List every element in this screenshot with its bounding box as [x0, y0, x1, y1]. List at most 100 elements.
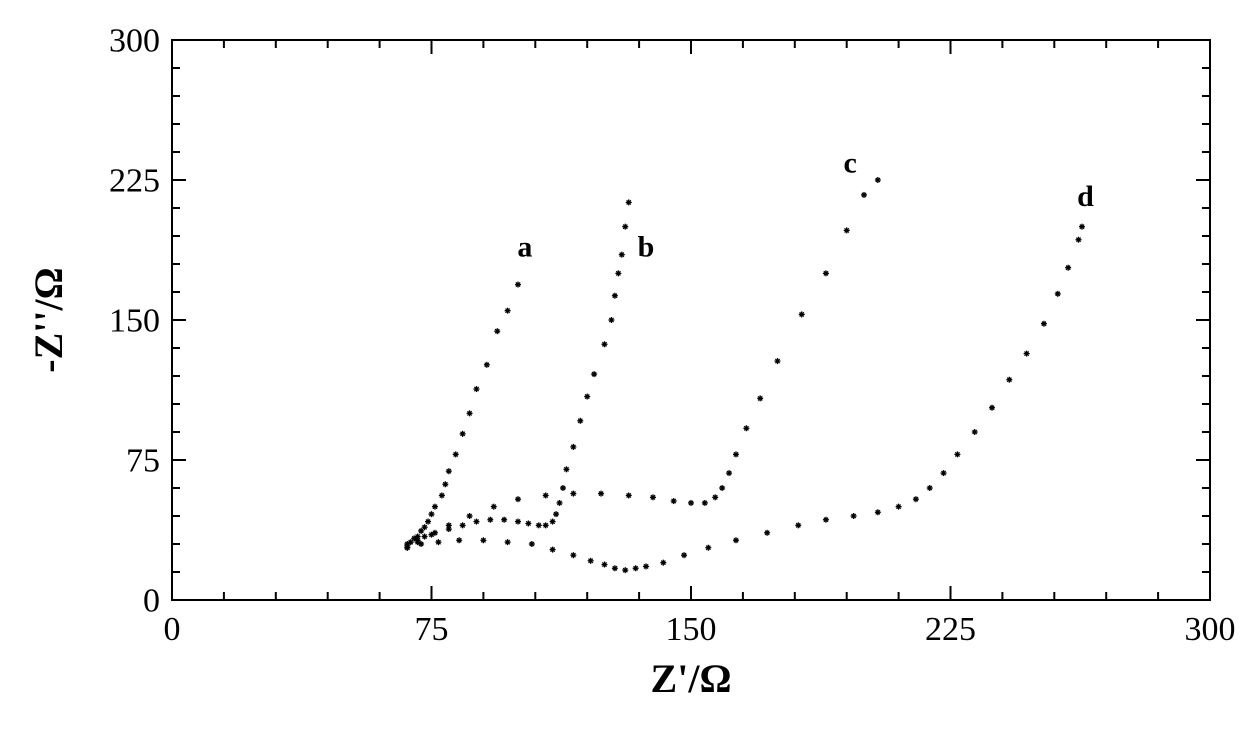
- point-b: [626, 199, 632, 205]
- point-a: [515, 282, 521, 288]
- series-label-b: b: [638, 231, 655, 264]
- point-b: [460, 522, 466, 528]
- point-b: [487, 517, 493, 523]
- point-b: [473, 519, 479, 525]
- point-a: [425, 519, 431, 525]
- point-c: [543, 492, 549, 498]
- point-a: [473, 386, 479, 392]
- point-d: [1041, 321, 1047, 327]
- series-label-d: d: [1077, 180, 1094, 213]
- point-b: [543, 522, 549, 528]
- point-c: [688, 500, 694, 506]
- point-d: [660, 560, 666, 566]
- point-a: [453, 451, 459, 457]
- point-a: [505, 308, 511, 314]
- point-d: [681, 552, 687, 558]
- point-b: [615, 270, 621, 276]
- point-b: [584, 394, 590, 400]
- point-b: [536, 522, 542, 528]
- point-b: [602, 341, 608, 347]
- point-d: [480, 537, 486, 543]
- point-c: [823, 270, 829, 276]
- point-d: [456, 537, 462, 543]
- point-a: [494, 328, 500, 334]
- point-a: [446, 468, 452, 474]
- point-c: [467, 513, 473, 519]
- point-c: [429, 532, 435, 538]
- point-c: [671, 498, 677, 504]
- point-d: [1006, 377, 1012, 383]
- point-b: [608, 317, 614, 323]
- point-c: [515, 496, 521, 502]
- point-c: [757, 395, 763, 401]
- point-b: [550, 519, 556, 525]
- point-c: [726, 470, 732, 476]
- plot-frame: [172, 40, 1210, 600]
- point-b: [577, 418, 583, 424]
- point-b: [591, 371, 597, 377]
- x-tick-label: 150: [666, 611, 717, 648]
- y-tick-label: 225: [109, 162, 160, 199]
- x-tick-label: 300: [1185, 611, 1236, 648]
- point-d: [435, 539, 441, 545]
- x-axis-title: Z'/Ω: [651, 656, 732, 701]
- point-a: [432, 504, 438, 510]
- point-c: [650, 494, 656, 500]
- point-d: [550, 547, 556, 553]
- point-d: [1065, 265, 1071, 271]
- point-c: [626, 492, 632, 498]
- point-d: [529, 541, 535, 547]
- nyquist-plot: 075150225300075150225300Z'/Ω-Z''/Ωabcd: [0, 0, 1240, 753]
- y-tick-label: 75: [126, 442, 160, 479]
- point-d: [896, 504, 902, 510]
- point-a: [439, 492, 445, 498]
- point-b: [619, 252, 625, 258]
- point-d: [1024, 351, 1030, 357]
- point-b: [557, 500, 563, 506]
- point-d: [588, 558, 594, 564]
- point-d: [954, 451, 960, 457]
- point-c: [743, 425, 749, 431]
- point-d: [989, 405, 995, 411]
- series-label-a: a: [517, 231, 532, 264]
- point-d: [643, 563, 649, 569]
- point-d: [622, 567, 628, 573]
- point-d: [913, 496, 919, 502]
- point-b: [622, 224, 628, 230]
- point-b: [515, 519, 521, 525]
- x-tick-label: 225: [925, 611, 976, 648]
- point-a: [460, 431, 466, 437]
- point-d: [705, 545, 711, 551]
- point-d: [612, 565, 618, 571]
- y-tick-label: 0: [143, 582, 160, 619]
- point-a: [467, 410, 473, 416]
- point-c: [861, 192, 867, 198]
- point-c: [446, 522, 452, 528]
- point-d: [823, 517, 829, 523]
- point-a: [429, 511, 435, 517]
- point-d: [404, 545, 410, 551]
- point-d: [972, 429, 978, 435]
- chart-svg: 075150225300075150225300Z'/Ω-Z''/Ωabcd: [0, 0, 1240, 753]
- point-d: [570, 552, 576, 558]
- point-b: [563, 466, 569, 472]
- point-d: [851, 513, 857, 519]
- y-axis-title: -Z''/Ω: [26, 267, 71, 372]
- x-tick-label: 75: [415, 611, 449, 648]
- point-b: [560, 485, 566, 491]
- point-d: [795, 522, 801, 528]
- point-c: [875, 177, 881, 183]
- point-c: [598, 491, 604, 497]
- point-a: [442, 481, 448, 487]
- point-b: [570, 444, 576, 450]
- point-d: [1055, 291, 1061, 297]
- point-d: [764, 530, 770, 536]
- point-d: [1079, 224, 1085, 230]
- point-a: [484, 362, 490, 368]
- y-tick-label: 150: [109, 302, 160, 339]
- point-c: [712, 494, 718, 500]
- point-d: [927, 485, 933, 491]
- point-c: [733, 451, 739, 457]
- y-tick-label: 300: [109, 22, 160, 59]
- point-b: [525, 520, 531, 526]
